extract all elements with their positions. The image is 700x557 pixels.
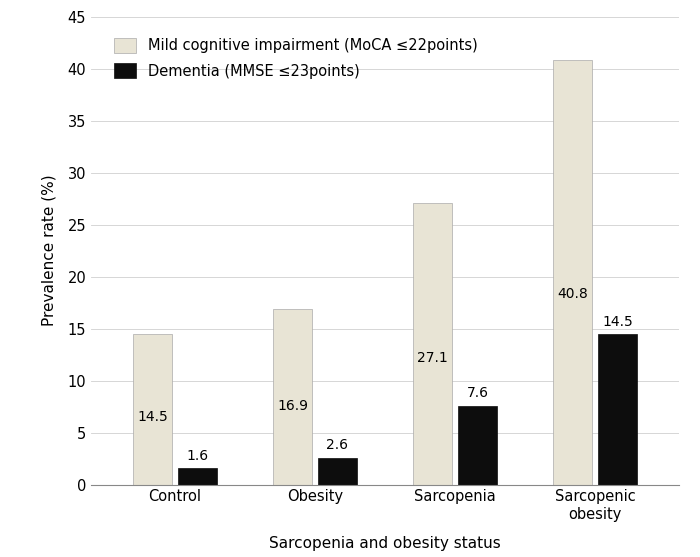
Text: 1.6: 1.6 (186, 449, 209, 463)
Bar (458, 405, 497, 485)
Bar (318, 457, 357, 485)
Bar (413, 203, 452, 485)
X-axis label: Sarcopenia and obesity status: Sarcopenia and obesity status (269, 536, 501, 551)
Bar (553, 60, 592, 485)
Text: 7.6: 7.6 (466, 387, 489, 400)
Bar (273, 309, 312, 485)
Legend: Mild cognitive impairment (MoCA ≤22points), Dementia (MMSE ≤23points): Mild cognitive impairment (MoCA ≤22point… (110, 33, 482, 83)
Text: 40.8: 40.8 (557, 287, 588, 301)
Y-axis label: Prevalence rate (%): Prevalence rate (%) (41, 175, 56, 326)
Bar (178, 468, 217, 485)
Text: 14.5: 14.5 (602, 315, 633, 329)
Text: 16.9: 16.9 (277, 398, 308, 413)
Bar (598, 334, 637, 485)
Text: 2.6: 2.6 (326, 438, 349, 452)
Text: 27.1: 27.1 (417, 351, 448, 365)
Text: 14.5: 14.5 (137, 410, 168, 424)
Bar (133, 334, 172, 485)
